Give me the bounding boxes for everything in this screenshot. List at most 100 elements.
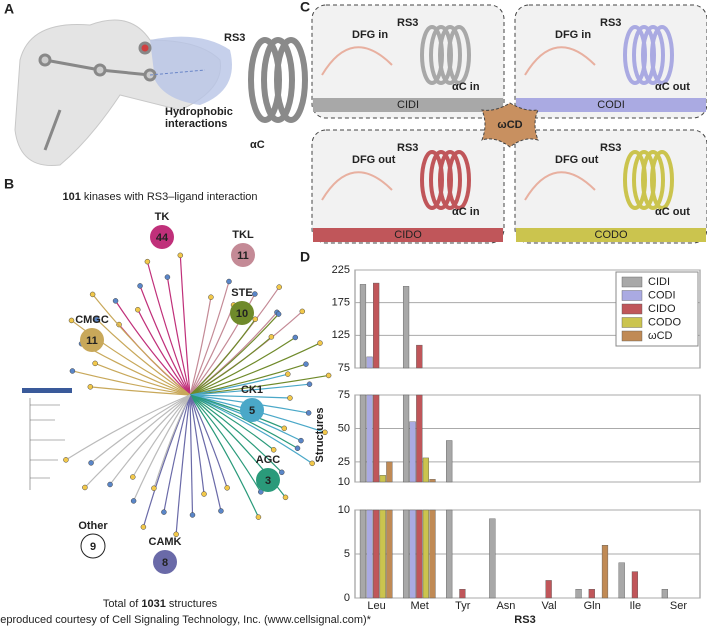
panel-label: C: [300, 0, 310, 15]
tree-branch: [189, 318, 256, 396]
legend-swatch: [621, 290, 643, 301]
tree-branch: [189, 394, 194, 515]
bar: [402, 394, 410, 483]
tree-leaf: [285, 371, 291, 377]
bar: [416, 394, 423, 483]
tree-leaf: [82, 484, 88, 491]
dfg-label: DFG in: [352, 29, 388, 41]
group-badge: [80, 328, 104, 352]
y-tick-label: 75: [338, 389, 350, 401]
tree-leaf: [130, 474, 136, 480]
credit: *Illustration reproduced courtesy of Cel…: [0, 614, 372, 626]
group-name: CAMK: [149, 536, 182, 548]
helix: [248, 37, 308, 123]
y-tick-label: 0: [344, 592, 350, 604]
x-tick-label: Ser: [670, 600, 687, 612]
tree-branch: [90, 394, 191, 464]
tree-leaf: [177, 252, 184, 259]
legend-label: CODO: [648, 316, 681, 328]
tree-branch: [189, 394, 262, 493]
tree-leaf: [116, 321, 122, 328]
tree-leaf: [279, 469, 285, 476]
tree-leaf: [68, 317, 75, 324]
tree-branch: [179, 255, 191, 396]
y-tick-label: 75: [338, 362, 350, 374]
tree-leaf: [63, 457, 69, 463]
panel-label: D: [300, 249, 310, 265]
bar: [386, 461, 393, 483]
tree-branch: [109, 394, 191, 485]
tree-leaf: [275, 311, 282, 317]
group-name: CK1: [241, 384, 263, 396]
x-tick-label: Leu: [367, 600, 385, 612]
x-tick-label: Met: [411, 600, 429, 612]
bar: [379, 509, 386, 599]
tree-branch: [189, 336, 296, 396]
tree-branch: [137, 309, 191, 396]
loop: [524, 46, 596, 76]
tree-leaf: [322, 429, 328, 436]
tree-branch: [94, 362, 191, 396]
dfg-label: DFG out: [352, 154, 396, 166]
tree-leaf: [226, 278, 232, 285]
y-axis-label: Structures: [314, 407, 326, 462]
bar: [416, 509, 423, 599]
bar: [429, 509, 436, 599]
tree-leaf: [252, 316, 258, 322]
y-tick-label: 50: [338, 422, 350, 434]
tree-branch: [72, 370, 191, 396]
tree-branch: [189, 373, 288, 396]
loop: [321, 46, 393, 76]
tree-leaf: [87, 384, 94, 390]
tree-branch: [189, 394, 259, 518]
helix-turn: [650, 150, 674, 210]
total: Total of 1031 structures: [103, 598, 218, 610]
tree-branch: [153, 394, 191, 489]
group-count: 10: [236, 308, 248, 320]
y-tick-label: 10: [338, 504, 350, 516]
y-tick-label: 225: [332, 264, 350, 276]
legend-swatch: [621, 317, 643, 328]
ligand-sticks: [38, 41, 157, 151]
bar: [366, 509, 373, 599]
bar: [446, 440, 453, 483]
tree-leaf: [88, 460, 94, 466]
tree-leaf: [112, 298, 119, 304]
bar: [459, 589, 466, 599]
x-axis-label: RS3: [514, 614, 535, 626]
tree-branch: [189, 383, 310, 396]
bar: [429, 479, 436, 483]
x-tick-label: Asn: [496, 600, 515, 612]
legend-label: CODI: [648, 289, 676, 301]
bar: [379, 475, 386, 483]
tree-branch: [175, 394, 191, 535]
tree-branch: [189, 394, 205, 495]
tree-branch: [65, 394, 191, 461]
tree-branch: [133, 394, 191, 502]
tree-leaf: [281, 425, 288, 432]
panel-label: B: [4, 176, 14, 192]
helix-turn: [438, 25, 462, 85]
group-count: 44: [156, 232, 169, 244]
group-name: Other: [78, 520, 108, 532]
tree-leaf: [173, 531, 179, 538]
helix-label: αC out: [655, 206, 690, 218]
tree-branch: [189, 394, 275, 451]
tree-leaf: [325, 372, 332, 379]
tree-leaf: [282, 494, 289, 501]
helix-turn: [650, 25, 674, 85]
tree-leaf: [92, 360, 98, 367]
legend-swatch: [621, 303, 643, 315]
group-name: AGC: [256, 454, 281, 466]
bar: [386, 509, 393, 599]
bar: [422, 509, 429, 599]
interaction-label: Hydrophobic interactions: [165, 106, 233, 130]
tree-branch: [189, 394, 298, 449]
group-badge: [153, 550, 177, 574]
tree-leaf: [189, 512, 196, 518]
y-tick-label: 5: [344, 548, 350, 560]
dfg-label: DFG out: [555, 154, 599, 166]
bar: [409, 509, 416, 599]
helix-turn: [641, 150, 665, 210]
tree-leaf: [292, 334, 299, 341]
